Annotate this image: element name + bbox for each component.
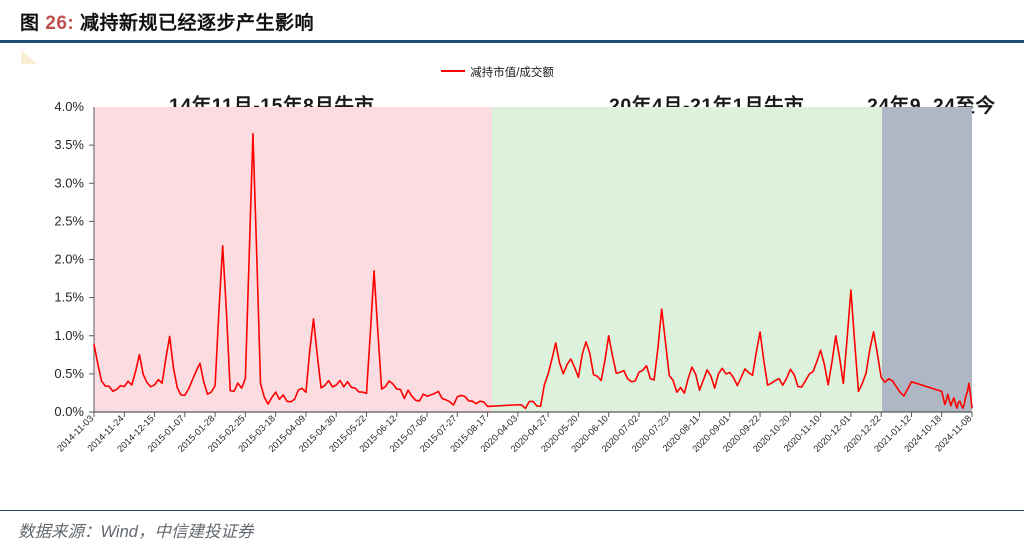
svg-text:3.0%: 3.0% bbox=[54, 175, 84, 190]
svg-text:0.0%: 0.0% bbox=[54, 404, 84, 419]
svg-text:1.5%: 1.5% bbox=[54, 290, 84, 305]
svg-text:2.5%: 2.5% bbox=[54, 213, 84, 228]
svg-text:0.5%: 0.5% bbox=[54, 366, 84, 381]
svg-text:3.5%: 3.5% bbox=[54, 137, 84, 152]
svg-text:4.0%: 4.0% bbox=[54, 99, 84, 114]
svg-text:2.0%: 2.0% bbox=[54, 252, 84, 267]
svg-text:1.0%: 1.0% bbox=[54, 328, 84, 343]
